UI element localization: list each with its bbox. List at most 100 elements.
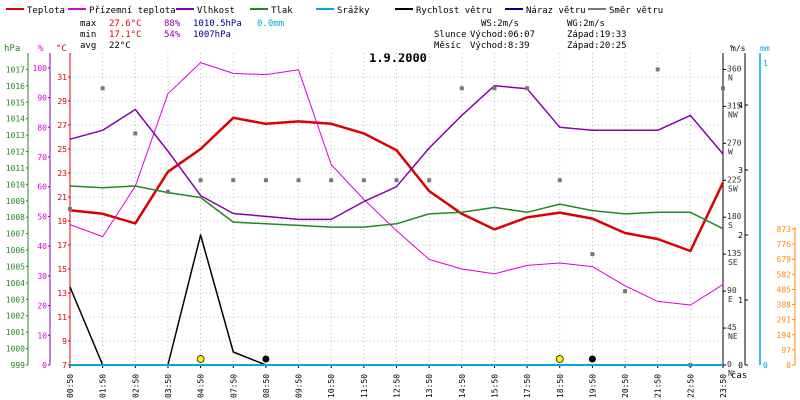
moon-set: Západ:20:25 <box>567 41 627 51</box>
ms-axis-label: m/s <box>731 44 746 53</box>
legend-label-2: Vlhkost <box>197 6 235 16</box>
stats-max-precip: 0.0mm <box>257 19 284 29</box>
dir-tick-label-3: 135 <box>727 249 742 258</box>
dir-tick-label-2: 90 <box>727 286 737 295</box>
legend-label-5: Rychlost větru <box>416 6 492 16</box>
dir-point-11 <box>427 178 432 183</box>
wind-wg: WG:2m/s <box>567 19 605 29</box>
dir-point-6 <box>263 178 268 183</box>
hpa-tick-label-7: 1006 <box>6 246 25 255</box>
dir-point-10 <box>394 178 399 183</box>
dir-point-13 <box>492 86 497 91</box>
temp-tick-label-7: 21 <box>57 193 67 202</box>
dir-tick-label-1: 45 <box>727 323 737 332</box>
dir-tick-label-0: 0 <box>727 360 732 369</box>
hpa-tick-label-17: 1016 <box>6 82 25 91</box>
stats-panel: max 27.6°C 88% 1010.5hPa 0.0mm min 17.1°… <box>80 19 284 51</box>
x-tick-label-8: 10:50 <box>327 374 336 398</box>
legend-label-0: Teplota <box>27 6 65 16</box>
x-tick-label-19: 22:50 <box>686 374 695 398</box>
dir-point-12 <box>459 86 464 91</box>
hpa-tick-label-8: 1007 <box>6 230 25 239</box>
pct-tick-label-7: 70 <box>37 153 47 162</box>
moon-rise: Východ:8:39 <box>470 41 530 51</box>
hpa-tick-label-5: 1004 <box>6 279 25 288</box>
precip-scale-label-6: 582 <box>777 270 792 279</box>
pct-tick-label-1: 10 <box>37 331 47 340</box>
axes: 00:50 01:50 02:50 03:50 04:50 07:50 08:50 09:50… <box>4 44 796 398</box>
x-tick-label-7: 09:50 <box>295 374 304 398</box>
dir-tick-label-6: 270 <box>727 138 742 147</box>
ms-tick-label-4: 4 <box>738 101 743 110</box>
x-tick-label-5: 07:50 <box>229 374 238 398</box>
hpa-tick-label-1: 1000 <box>6 345 25 354</box>
pct-tick-label-10: 100 <box>33 64 48 73</box>
sun-set: Západ:19:33 <box>567 30 627 40</box>
stats-max-press: 1010.5hPa <box>193 19 242 29</box>
dir-point-9 <box>361 178 366 183</box>
stats-avg-label: avg <box>80 41 96 51</box>
dir-point-18 <box>655 67 660 72</box>
dir-point-2 <box>133 131 138 136</box>
stats-max-label: max <box>80 19 97 29</box>
temp-tick-label-3: 13 <box>57 289 67 298</box>
x-tick-label-15: 18:50 <box>556 374 565 398</box>
hpa-tick-label-2: 1001 <box>6 328 25 337</box>
temp-tick-label-10: 27 <box>57 121 67 130</box>
mm-tick-label-0: 0 <box>763 361 768 370</box>
dir-point-17 <box>623 289 628 294</box>
dir-letter-4: S <box>728 221 733 230</box>
x-tick-label-14: 17:50 <box>523 374 532 398</box>
series-line-3 <box>69 185 724 230</box>
dir-point-8 <box>329 178 334 183</box>
series-line-0 <box>69 116 725 253</box>
hpa-tick-label-10: 1009 <box>6 197 25 206</box>
x-tick-label-16: 19:50 <box>588 374 597 398</box>
dir-point-15 <box>557 178 562 183</box>
hpa-tick-label-16: 1015 <box>6 98 25 107</box>
dir-letter-0: N <box>728 369 733 378</box>
dir-letter-5: SW <box>728 184 738 193</box>
precip-scale-label-5: 485 <box>777 285 792 294</box>
pct-tick-label-9: 90 <box>37 94 47 103</box>
dir-point-0 <box>68 207 72 211</box>
dir-point-5 <box>231 178 236 183</box>
dir-tick-label-4: 180 <box>727 212 742 221</box>
hpa-tick-label-4: 1003 <box>6 295 25 304</box>
temp-tick-label-2: 11 <box>57 313 67 322</box>
x-tick-label-17: 20:50 <box>621 374 630 398</box>
legend-label-7: Směr větru <box>609 6 663 16</box>
dir-tick-label-5: 225 <box>727 175 742 184</box>
dir-letter-6: W <box>728 147 733 156</box>
temp-tick-label-5: 17 <box>57 241 67 250</box>
hpa-axis-label: hPa <box>4 44 20 54</box>
x-tick-label-20: 23:50 <box>719 374 728 398</box>
legend: Teplota Přízemní teplota Vlhkost Tlak Srážky… <box>6 6 663 16</box>
precip-scale-label-4: 388 <box>777 301 792 310</box>
pct-tick-label-5: 50 <box>37 212 47 221</box>
x-tick-label-13: 15:50 <box>490 374 499 398</box>
stats-min-hum: 54% <box>164 30 181 40</box>
hpa-tick-label-3: 1002 <box>6 312 25 321</box>
precip-scale-label-8: 776 <box>777 240 792 249</box>
hpa-tick-label-13: 1012 <box>6 148 25 157</box>
precip-scale-label-0: 0 <box>786 361 791 370</box>
stats-min-label: min <box>80 30 96 40</box>
temp-tick-label-9: 25 <box>57 145 67 154</box>
legend-label-4: Srážky <box>337 6 370 16</box>
temp-tick-label-11: 29 <box>57 97 67 106</box>
series-line-2 <box>69 84 724 221</box>
dir-axis-label: ° <box>729 44 734 53</box>
sun-rise: Východ:06:07 <box>470 30 535 40</box>
x-axis-label: čas <box>731 370 747 381</box>
temp-tick-label-1: 9 <box>62 337 67 346</box>
stats-max-temp: 27.6°C <box>109 19 142 29</box>
dir-letter-3: SE <box>728 258 738 267</box>
stats-min-press: 1007hPa <box>193 30 231 40</box>
pct-tick-label-8: 80 <box>37 123 47 132</box>
x-tick-label-9: 11:50 <box>360 374 369 398</box>
precip-scale-label-9: 873 <box>777 225 792 234</box>
x-tick-label-12: 14:50 <box>458 374 467 398</box>
hpa-tick-label-6: 1005 <box>6 262 25 271</box>
